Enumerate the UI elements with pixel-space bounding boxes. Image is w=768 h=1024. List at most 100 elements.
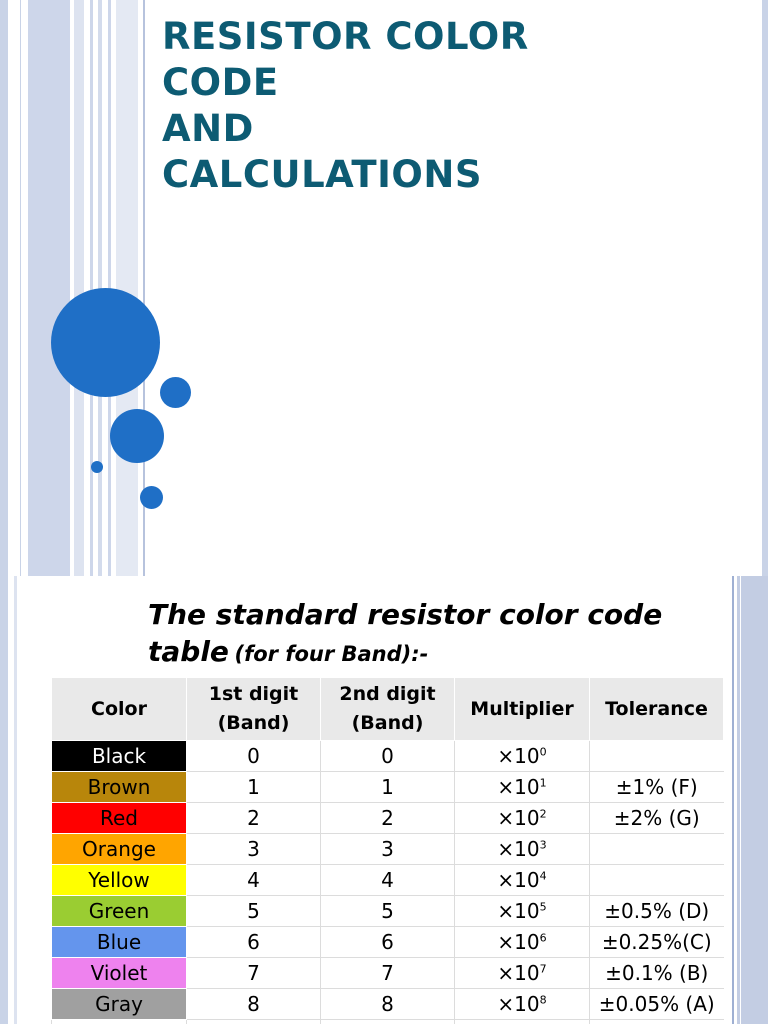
table-header-row: Color 1st digit (Band) 2nd digit (Band) Mu… [51, 677, 724, 741]
first-digit-cell: 4 [186, 864, 321, 896]
decor-stripe [74, 0, 84, 576]
table-row: Red 2 2 ×102 ±2% (G) [51, 802, 724, 834]
table-cell [320, 1019, 455, 1024]
second-digit-cell: 3 [320, 833, 455, 865]
first-digit-cell: 6 [186, 926, 321, 958]
multiplier-cell: ×103 [454, 833, 590, 865]
tolerance-cell: ±0.25%(C) [589, 926, 724, 958]
table-row-partial [51, 1019, 724, 1024]
decor-stripe [90, 0, 93, 576]
table-row: Gray 8 8 ×108 ±0.05% (A) [51, 988, 724, 1020]
first-digit-cell: 2 [186, 802, 321, 834]
heading-main: The standard resistor color code table [148, 598, 663, 668]
first-digit-cell: 5 [186, 895, 321, 927]
color-swatch-cell: Red [51, 802, 187, 834]
header-tolerance: Tolerance [589, 677, 724, 741]
multiplier-exponent: 8 [539, 993, 547, 1007]
multiplier-exponent: 4 [539, 869, 547, 883]
table-row: Black 0 0 ×100 [51, 740, 724, 772]
multiplier-cell: ×104 [454, 864, 590, 896]
color-swatch-cell: Green [51, 895, 187, 927]
multiplier-exponent: 5 [539, 900, 547, 914]
tolerance-cell [589, 740, 724, 772]
first-digit-cell: 3 [186, 833, 321, 865]
slide-title: RESISTOR COLOR CODE AND CALCULATIONS [162, 14, 722, 198]
second-digit-cell: 6 [320, 926, 455, 958]
table-row: Violet 7 7 ×107 ±0.1% (B) [51, 957, 724, 989]
first-digit-cell: 1 [186, 771, 321, 803]
multiplier-cell: ×108 [454, 988, 590, 1020]
multiplier-cell: ×100 [454, 740, 590, 772]
slide-edge-left [0, 0, 8, 576]
header-multiplier: Multiplier [454, 677, 590, 741]
color-swatch-cell: Black [51, 740, 187, 772]
title-line: AND [162, 107, 254, 150]
multiplier-cell: ×101 [454, 771, 590, 803]
tolerance-cell: ±0.05% (A) [589, 988, 724, 1020]
color-swatch-cell: Yellow [51, 864, 187, 896]
first-digit-cell: 0 [186, 740, 321, 772]
table-row: Orange 3 3 ×103 [51, 833, 724, 865]
multiplier-exponent: 0 [539, 745, 547, 759]
table-cell [186, 1019, 321, 1024]
multiplier-cell: ×105 [454, 895, 590, 927]
color-code-table: Color 1st digit (Band) 2nd digit (Band) Mu… [51, 677, 724, 1024]
color-swatch-cell: Gray [51, 988, 187, 1020]
color-swatch-cell: Brown [51, 771, 187, 803]
header-second-digit: 2nd digit (Band) [320, 677, 455, 741]
header-color: Color [51, 677, 187, 741]
decor-stripe [28, 0, 70, 576]
color-swatch-cell: Violet [51, 957, 187, 989]
table-row: Green 5 5 ×105 ±0.5% (D) [51, 895, 724, 927]
multiplier-exponent: 6 [539, 931, 547, 945]
slide-edge-left [0, 576, 8, 1024]
multiplier-cell: ×107 [454, 957, 590, 989]
large-circle [51, 288, 160, 397]
color-code-slide: The standard resistor color code table (… [0, 576, 768, 1024]
second-digit-cell: 2 [320, 802, 455, 834]
multiplier-cell: ×102 [454, 802, 590, 834]
decor-stripe [143, 0, 145, 576]
table-cell [454, 1019, 590, 1024]
second-digit-cell: 1 [320, 771, 455, 803]
multiplier-exponent: 1 [539, 776, 547, 790]
second-digit-cell: 5 [320, 895, 455, 927]
multiplier-exponent: 3 [539, 838, 547, 852]
tolerance-cell: ±1% (F) [589, 771, 724, 803]
small-circle [140, 486, 163, 509]
tolerance-cell: ±0.1% (B) [589, 957, 724, 989]
title-line: CALCULATIONS [162, 153, 482, 196]
table-cell [589, 1019, 724, 1024]
color-swatch-cell: Blue [51, 926, 187, 958]
decor-stripe [20, 0, 21, 576]
slide-edge-right [762, 0, 768, 576]
table-row: Yellow 4 4 ×104 [51, 864, 724, 896]
second-digit-cell: 7 [320, 957, 455, 989]
first-digit-cell: 7 [186, 957, 321, 989]
second-digit-cell: 4 [320, 864, 455, 896]
decor-stripe [732, 576, 734, 1024]
small-circle [160, 377, 191, 408]
heading-sub: (for four Band):- [234, 642, 429, 666]
tolerance-cell [589, 833, 724, 865]
color-swatch-cell: Orange [51, 833, 187, 865]
title-slide: RESISTOR COLOR CODE AND CALCULATIONS [0, 0, 768, 576]
tolerance-cell [589, 864, 724, 896]
decor-stripe [116, 0, 138, 576]
tolerance-cell: ±2% (G) [589, 802, 724, 834]
multiplier-exponent: 2 [539, 807, 547, 821]
slide-heading: The standard resistor color code table (… [148, 596, 728, 670]
dot-circle [91, 461, 103, 473]
decor-stripe [14, 576, 17, 1024]
multiplier-exponent: 7 [539, 962, 547, 976]
color-swatch-cell [51, 1019, 187, 1024]
table-row: Blue 6 6 ×106 ±0.25%(C) [51, 926, 724, 958]
second-digit-cell: 0 [320, 740, 455, 772]
title-line: CODE [162, 61, 279, 104]
second-digit-cell: 8 [320, 988, 455, 1020]
multiplier-cell: ×106 [454, 926, 590, 958]
first-digit-cell: 8 [186, 988, 321, 1020]
slide-edge-right [741, 576, 768, 1024]
medium-circle [110, 409, 164, 463]
header-first-digit: 1st digit (Band) [186, 677, 321, 741]
